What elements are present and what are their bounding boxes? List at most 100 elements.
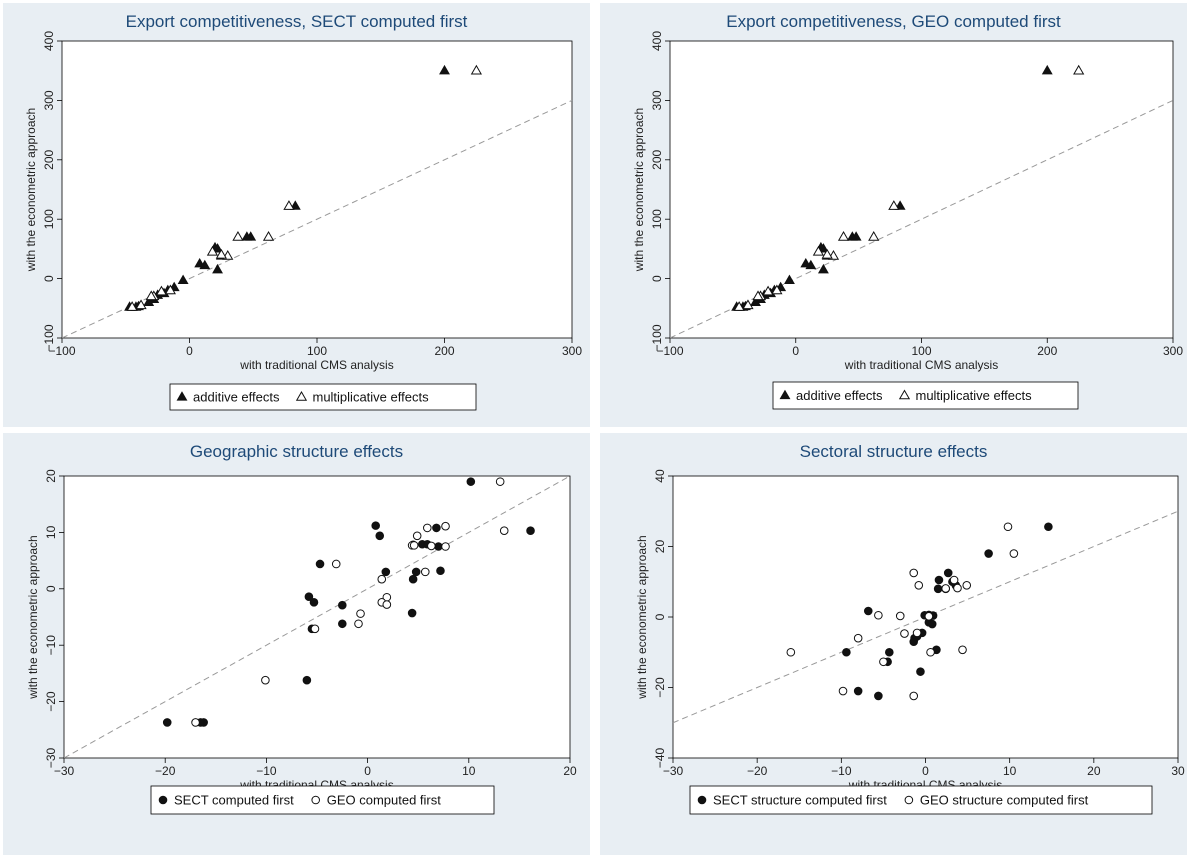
data-point [900,629,909,638]
y-tick-label: −40 [653,747,667,768]
y-tick-label: −100 [650,324,664,351]
data-point [762,285,774,296]
data-point [800,257,812,268]
data-point [470,64,482,75]
data-point [420,567,430,577]
data-point [283,200,295,210]
data-point [874,610,883,620]
data-point [338,619,347,629]
y-tick-label: 0 [42,275,56,282]
data-point [356,609,365,618]
legend-label: additive effects [193,390,280,405]
data-point [432,523,441,533]
data-point [241,231,253,241]
data-point [786,647,796,657]
y-tick-label: 40 [653,469,667,483]
x-axis-label: with traditional CMS analysis [844,358,998,372]
legend-marker [158,795,168,805]
data-point [914,580,924,590]
data-point [853,686,863,696]
y-tick-label: −20 [653,677,667,698]
data-point [949,575,959,585]
data-point [439,64,450,75]
x-axis-label: with traditional CMS analysis [239,358,393,372]
legend-label: multiplicative effects [312,390,429,405]
data-point [371,521,380,530]
x-tick-label: −100 [656,344,683,358]
y-tick-label: −20 [44,691,58,712]
data-point [1073,64,1085,75]
data-point [916,667,925,676]
legend: SECT structure computed first GEO structu… [689,785,1153,815]
legend: SECT computed first GEO computed first [150,785,495,815]
y-tick-label: 0 [653,613,667,620]
x-tick-label: −20 [747,764,768,778]
data-point [409,541,419,550]
panel-geo-first: Export competitiveness, GEO computed fir… [600,3,1187,427]
legend-label: additive effects [796,388,883,403]
data-point [926,647,935,657]
plot-area [669,40,1174,339]
y-tick-label: 400 [42,31,56,51]
data-point [812,245,824,256]
data-point [423,523,432,533]
data-point [331,559,341,569]
data-point [909,691,919,701]
legend-box [772,381,1079,410]
chart-title: Export competitiveness, SECT computed fi… [126,12,468,31]
y-tick-label: 400 [650,31,664,51]
x-tick-label: 0 [922,764,929,778]
data-point [895,611,905,621]
data-point [411,567,421,577]
data-point [912,628,922,638]
x-tick-label: 300 [562,344,582,358]
data-point [962,580,972,590]
legend-box [150,785,495,815]
data-point [309,598,319,607]
data-point [162,718,172,727]
data-point [338,600,347,610]
data-point [177,274,189,285]
y-tick-label: 200 [42,149,56,169]
data-point [441,521,450,531]
data-point [375,531,385,541]
data-point [943,568,953,578]
data-point [784,274,795,285]
data-point [155,285,168,296]
data-point [526,526,535,536]
plot-area [672,475,1179,759]
chart-title: Geographic structure effects [190,442,403,461]
x-tick-label: 10 [1003,764,1017,778]
data-point [436,566,445,576]
data-point [194,257,206,268]
x-tick-label: 0 [792,344,799,358]
y-axis-label: with the econometric approach [24,108,38,272]
y-tick-label: 0 [44,585,58,592]
series-2 [733,64,1085,311]
legend-label: SECT structure computed first [713,793,887,808]
data-point [206,245,219,256]
data-point [191,718,200,727]
x-tick-label: 100 [911,344,931,358]
chart-sect-first: Export competitiveness, SECT computed fi… [24,12,582,411]
x-tick-label: 20 [563,764,577,778]
data-point [1044,522,1053,532]
data-point [1009,549,1019,558]
y-tick-label: 100 [42,209,56,229]
data-point [752,290,764,301]
x-tick-label: 0 [364,764,371,778]
legend-marker [176,391,188,401]
y-axis-label: with the econometric approach [635,535,649,699]
data-point [821,248,833,259]
x-tick-label: −10 [831,764,852,778]
legend-box [169,383,477,411]
data-point [135,299,147,310]
data-point [924,611,934,621]
x-tick-label: 100 [307,344,327,358]
y-axis-label: with the econometric approach [26,535,40,699]
data-point [143,296,155,307]
data-point [261,675,270,685]
data-point [909,568,919,578]
data-point [838,686,848,696]
data-point [868,231,880,241]
